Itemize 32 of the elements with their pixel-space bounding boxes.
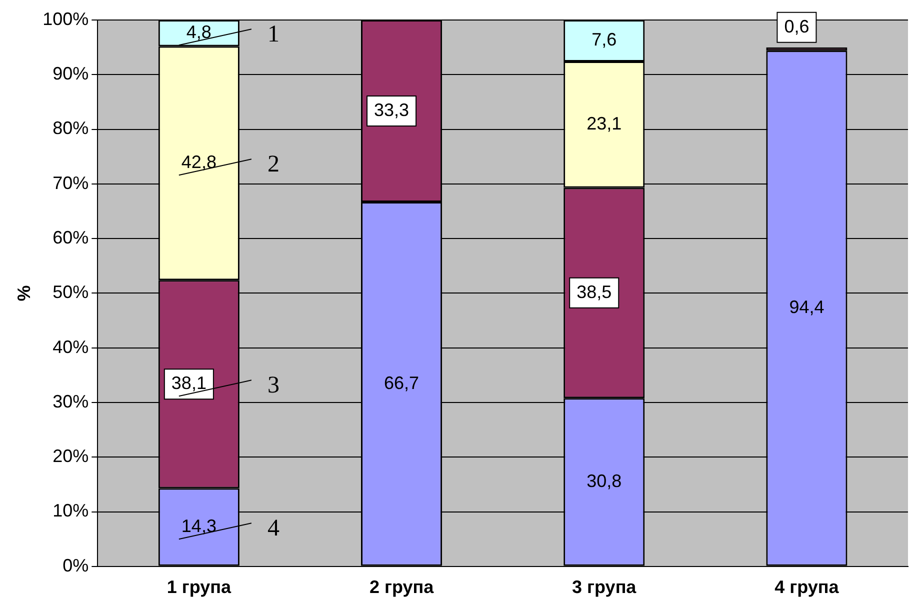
data-label: 0,6 [784, 16, 810, 36]
data-label: 7,6 [592, 30, 617, 50]
series-label: 1 [267, 21, 280, 48]
y-tick-label: 40% [52, 336, 89, 357]
y-tick-label: 100% [42, 8, 89, 29]
data-label: 30,8 [586, 470, 622, 491]
data-label: 42,8 [181, 152, 216, 172]
series-label: 2 [267, 151, 280, 178]
data-label: 33,3 [374, 100, 410, 120]
y-tick-label: 10% [52, 500, 89, 521]
data-label: 23,1 [586, 114, 622, 134]
x-tick-label: 2 група [369, 577, 435, 598]
y-tick-label: 50% [52, 282, 89, 302]
y-tick-label: 60% [52, 228, 89, 248]
data-label: 38,1 [171, 373, 206, 394]
y-tick-label: 20% [52, 446, 89, 466]
x-tick-label: 3 група [572, 577, 638, 598]
y-axis-title: % [14, 285, 34, 302]
y-tick-label: 0% [62, 555, 89, 576]
data-label: 14,3 [181, 516, 216, 536]
x-tick-label: 1 група [166, 577, 232, 598]
series-label: 4 [267, 515, 280, 542]
y-tick-label: 70% [52, 172, 89, 193]
y-tick-label: 90% [52, 64, 89, 84]
y-tick-label: 30% [52, 391, 89, 412]
data-label: 4,8 [186, 22, 212, 42]
series-label: 3 [267, 372, 280, 398]
x-tick-label: 4 група [774, 577, 840, 598]
data-label: 66,7 [384, 372, 420, 393]
y-tick-label: 80% [52, 118, 89, 138]
data-label: 94,4 [789, 297, 824, 318]
data-label: 38,5 [576, 282, 612, 302]
